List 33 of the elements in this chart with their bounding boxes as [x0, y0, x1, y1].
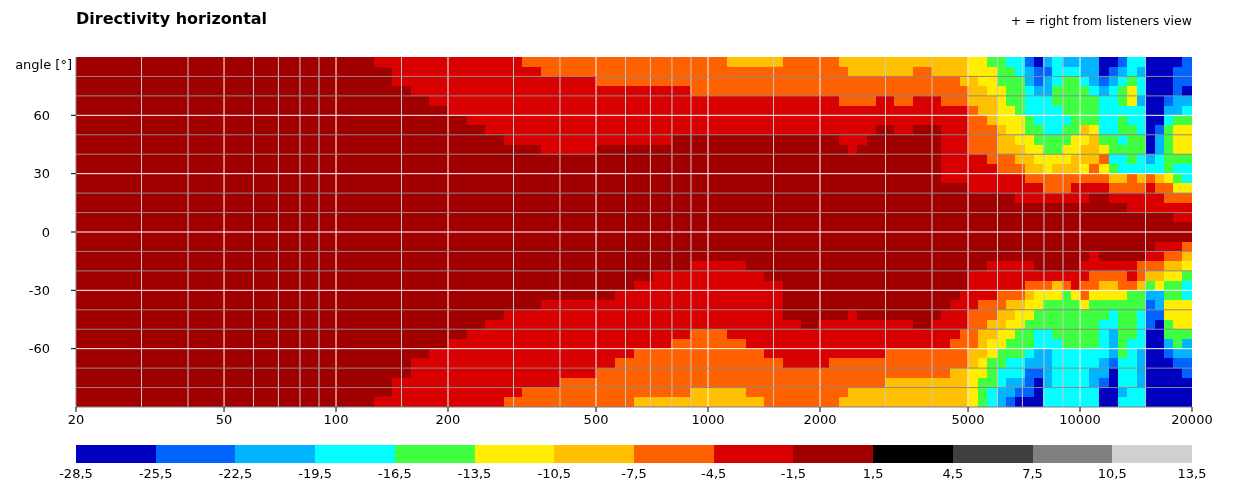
color-bar-label: 13,5 — [1177, 465, 1207, 481]
color-bar-label: -28,5 — [59, 465, 93, 481]
y-tick-label: -30 — [28, 282, 50, 298]
color-bar-label: -25,5 — [138, 465, 173, 481]
x-tick-label: 10000 — [1059, 412, 1101, 428]
x-tick-label: 20 — [67, 412, 85, 428]
color-bar-label: -7,5 — [621, 465, 647, 481]
x-tick-label: 200 — [435, 412, 461, 428]
color-bar-label: 10,5 — [1097, 465, 1127, 481]
color-bar-label: 1,5 — [862, 465, 884, 481]
x-tick-label: 500 — [583, 412, 609, 428]
color-bar-label: -1,5 — [780, 465, 807, 481]
x-tick-label: 50 — [215, 412, 233, 428]
color-bar-label: -4,5 — [701, 465, 727, 481]
y-tick-label: 60 — [33, 107, 50, 123]
x-tick-label: 5000 — [951, 412, 985, 428]
y-tick-label: 30 — [33, 166, 50, 182]
color-bar-label: -22,5 — [218, 465, 253, 481]
color-bar-label: 7,5 — [1022, 465, 1043, 481]
x-tick-label: 100 — [323, 412, 349, 428]
color-bar-label: -19,5 — [298, 465, 332, 481]
color-bar-label: -16,5 — [378, 465, 412, 481]
x-tick-label: 2000 — [803, 412, 837, 428]
y-axis-title: angle [°] — [14, 57, 72, 73]
x-tick-label: 20000 — [1171, 412, 1213, 428]
y-tick-label: 0 — [41, 224, 50, 240]
color-bar-label: -10,5 — [537, 465, 572, 481]
text: + = right from listeners view — [1010, 13, 1192, 29]
chart-title: Directivity horizontal — [76, 9, 268, 28]
color-bar-label: 4,5 — [942, 465, 964, 481]
color-bar-label: -13,5 — [457, 465, 492, 481]
y-tick-label: -60 — [28, 341, 50, 357]
x-tick-label: 1000 — [691, 412, 725, 428]
